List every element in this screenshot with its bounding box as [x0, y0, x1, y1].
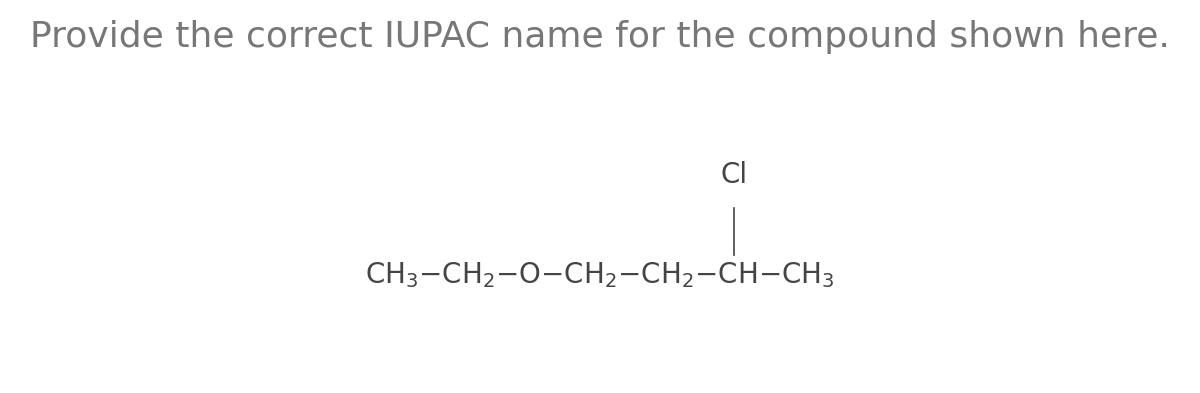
Text: Cl: Cl: [721, 161, 748, 189]
Text: Provide the correct IUPAC name for the compound shown here.: Provide the correct IUPAC name for the c…: [30, 20, 1170, 54]
Text: $\mathrm{CH_3{-}CH_2{-}O{-}CH_2{-}CH_2{-}CH{-}CH_3}$: $\mathrm{CH_3{-}CH_2{-}O{-}CH_2{-}CH_2{-…: [365, 260, 835, 290]
